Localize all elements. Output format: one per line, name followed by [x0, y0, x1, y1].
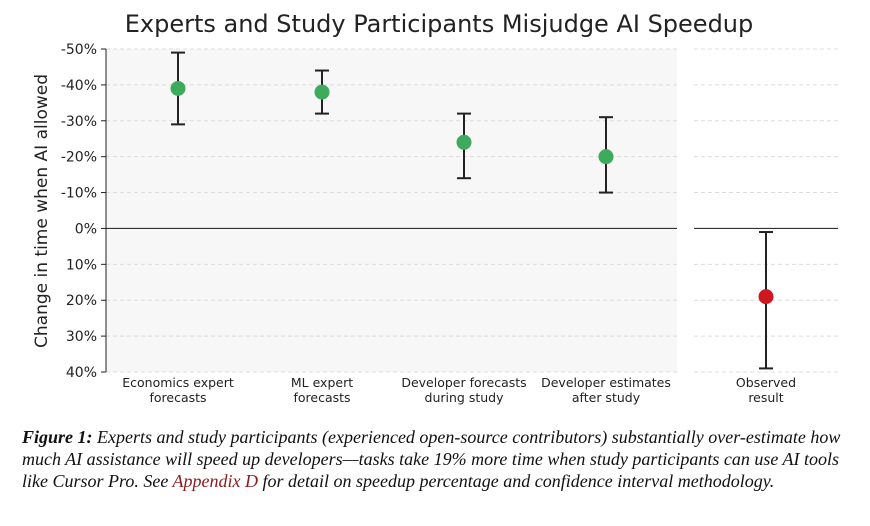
y-tick-label: -30%	[61, 114, 97, 130]
data-point	[598, 149, 614, 165]
y-tick-label: 40%	[66, 365, 97, 381]
caption-label: Figure 1:	[22, 427, 93, 447]
data-point	[170, 80, 186, 96]
data-point	[758, 289, 774, 305]
y-tick-label: 30%	[66, 329, 97, 345]
chart-title: Experts and Study Participants Misjudge …	[125, 10, 754, 38]
x-category-label: ML expert	[291, 375, 353, 390]
caption-text: Experts and study participants (experien…	[22, 427, 841, 491]
caption-text-end: for detail on speedup percentage and con…	[257, 471, 775, 491]
x-category-label: during study	[425, 390, 505, 405]
y-tick-label: 20%	[66, 293, 97, 309]
x-category-label: Economics expert	[122, 375, 234, 390]
y-tick-label: -40%	[61, 78, 97, 94]
data-point	[456, 134, 472, 150]
figure-caption: Figure 1: Experts and study participants…	[22, 426, 852, 492]
y-tick-label: 0%	[75, 221, 97, 237]
data-point	[314, 84, 330, 100]
x-category-label: Observed	[736, 375, 796, 390]
y-tick-label: -20%	[61, 150, 97, 166]
y-tick-label: -10%	[61, 186, 97, 202]
x-category-label: Developer forecasts	[401, 375, 526, 390]
x-category-label: forecasts	[149, 390, 206, 405]
y-tick-label: -50%	[61, 42, 97, 58]
appendix-d-link[interactable]: Appendix D	[172, 471, 258, 491]
x-category-label: Developer estimates	[541, 375, 671, 390]
y-axis-label: Change in time when AI allowed	[32, 74, 52, 348]
panel-background	[106, 49, 677, 372]
x-category-label: forecasts	[293, 390, 350, 405]
x-category-label: result	[748, 390, 783, 405]
chart: Experts and Study Participants Misjudge …	[32, 10, 838, 405]
x-category-label: after study	[572, 390, 641, 405]
y-tick-label: 10%	[66, 257, 97, 273]
